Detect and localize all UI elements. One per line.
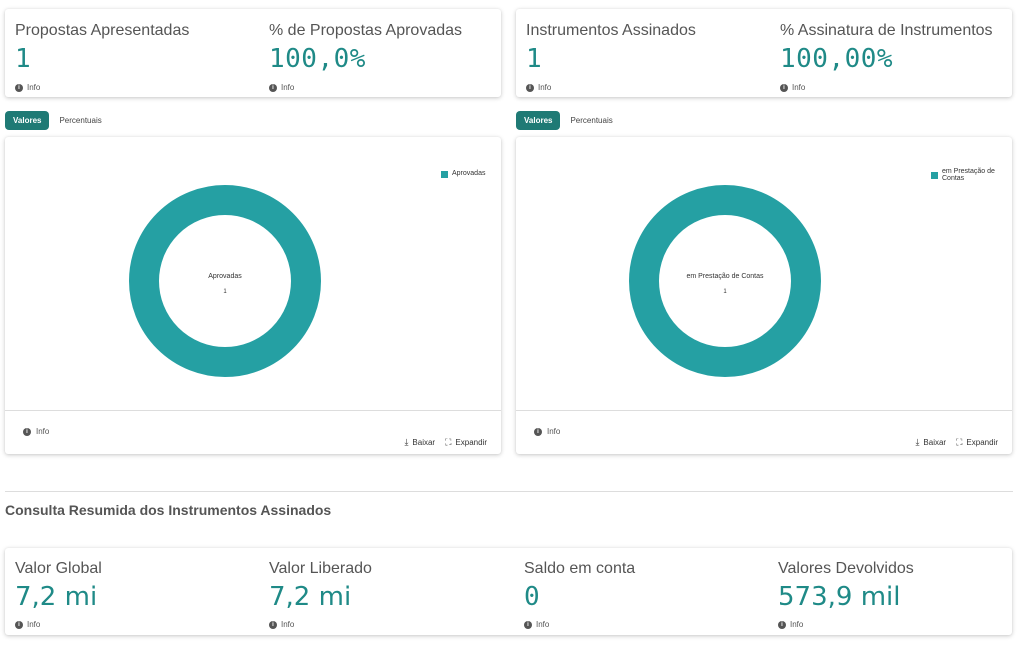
download-button[interactable]: ⤓ Baixar <box>915 437 946 448</box>
info-link[interactable]: i Info <box>269 620 294 629</box>
chart-actions: ⤓ Baixar ⛶ Expandir <box>915 437 998 448</box>
info-link[interactable]: i Info <box>780 83 805 92</box>
kpi-card-valores: Valor Global 7,2 mi i Info Valor Liberad… <box>5 548 1012 635</box>
info-label: Info <box>547 427 561 436</box>
tab-valores[interactable]: Valores <box>5 111 50 130</box>
info-link[interactable]: i Info <box>15 620 40 629</box>
chart-legend[interactable]: em Prestação de Contas <box>931 168 995 182</box>
expand-button[interactable]: ⛶ Expandir <box>445 437 487 448</box>
kpi-value: 7,2 mi <box>269 582 352 612</box>
info-link[interactable]: i Info <box>23 427 49 436</box>
kpi-title: % de Propostas Aprovadas <box>269 22 463 39</box>
info-icon: i <box>269 83 277 92</box>
info-icon: i <box>23 427 31 436</box>
kpi-propostas-apresentadas: Propostas Apresentadas 1 <box>15 22 189 74</box>
info-label: Info <box>36 427 50 436</box>
kpi-title: % Assinatura de Instrumentos <box>780 22 993 39</box>
info-label: Info <box>27 83 41 92</box>
legend-swatch <box>931 172 938 179</box>
kpi-value: 573,9 mil <box>778 582 901 612</box>
kpi-title: Valores Devolvidos <box>778 560 914 577</box>
donut-center-value: 1 <box>223 289 227 295</box>
info-icon: i <box>524 620 532 629</box>
chart-card-prestacao: em Prestação de Contas em Prestação de C… <box>516 137 1012 454</box>
kpi-value: 1 <box>526 44 543 74</box>
info-link[interactable]: i Info <box>524 620 549 629</box>
download-icon: ⤓ <box>915 437 920 447</box>
kpi-valor-global: Valor Global 7,2 mi <box>15 560 102 612</box>
kpi-value: 100,0% <box>269 44 366 74</box>
kpi-valor-liberado: Valor Liberado 7,2 mi <box>269 560 372 612</box>
info-link[interactable]: i Info <box>269 83 294 92</box>
donut-chart-prestacao: em Prestação de Contas 1 <box>629 185 821 377</box>
info-label: Info <box>536 620 550 629</box>
section-divider <box>5 491 1013 492</box>
section-title: Consulta Resumida dos Instrumentos Assin… <box>5 502 332 518</box>
expand-icon: ⛶ <box>956 437 963 447</box>
download-label: Baixar <box>412 438 436 447</box>
kpi-value: 0 <box>524 582 541 612</box>
info-icon: i <box>269 620 277 629</box>
donut-slice-prestacao[interactable] <box>629 185 821 377</box>
info-link[interactable]: i Info <box>15 83 40 92</box>
donut-center-label: Aprovadas <box>208 273 242 280</box>
download-icon: ⤓ <box>404 437 409 447</box>
download-button[interactable]: ⤓ Baixar <box>404 437 435 448</box>
right-chart-tabs: Valores Percentuais <box>516 111 621 130</box>
kpi-card-propostas: Propostas Apresentadas 1 i Info % de Pro… <box>5 9 501 97</box>
legend-swatch <box>441 171 448 178</box>
info-icon: i <box>15 620 23 629</box>
legend-label: em Prestação de Contas <box>942 168 995 182</box>
expand-button[interactable]: ⛶ Expandir <box>956 437 998 448</box>
tab-percentuais[interactable]: Percentuais <box>570 116 613 125</box>
chart-card-aprovadas: Aprovadas Aprovadas 1 i Info ⤓ Baixar ⛶ … <box>5 137 501 454</box>
kpi-value: 1 <box>15 44 32 74</box>
expand-label: Expandir <box>966 438 998 447</box>
chart-footer-divider <box>5 410 501 411</box>
info-label: Info <box>281 83 295 92</box>
info-label: Info <box>792 83 806 92</box>
kpi-value: 7,2 mi <box>15 582 98 612</box>
info-icon: i <box>15 83 23 92</box>
kpi-valores-devolvidos: Valores Devolvidos 573,9 mil <box>778 560 914 612</box>
info-label: Info <box>281 620 295 629</box>
info-icon: i <box>534 427 542 436</box>
expand-icon: ⛶ <box>445 437 452 447</box>
info-label: Info <box>27 620 41 629</box>
info-link[interactable]: i Info <box>526 83 551 92</box>
left-chart-tabs: Valores Percentuais <box>5 111 110 130</box>
donut-chart-aprovadas: Aprovadas 1 <box>129 185 321 377</box>
info-link[interactable]: i Info <box>534 427 560 436</box>
kpi-card-instrumentos: Instrumentos Assinados 1 i Info % Assina… <box>516 9 1012 97</box>
kpi-value: 100,00% <box>780 44 894 74</box>
download-label: Baixar <box>923 438 947 447</box>
info-label: Info <box>790 620 804 629</box>
donut-slice-aprovadas[interactable] <box>129 185 321 377</box>
kpi-percent-assinatura: % Assinatura de Instrumentos 100,00% <box>780 22 993 74</box>
info-link[interactable]: i Info <box>778 620 803 629</box>
legend-label: Aprovadas <box>452 170 486 177</box>
kpi-title: Saldo em conta <box>524 560 636 577</box>
info-icon: i <box>780 83 788 92</box>
kpi-saldo-em-conta: Saldo em conta 0 <box>524 560 635 612</box>
kpi-title: Valor Global <box>15 560 102 577</box>
donut-center-label: em Prestação de Contas <box>686 273 764 280</box>
tab-valores[interactable]: Valores <box>516 111 561 130</box>
kpi-title: Propostas Apresentadas <box>15 22 190 39</box>
kpi-title: Valor Liberado <box>269 560 372 577</box>
info-icon: i <box>526 83 534 92</box>
info-icon: i <box>778 620 786 629</box>
donut-center-value: 1 <box>723 289 727 295</box>
chart-actions: ⤓ Baixar ⛶ Expandir <box>404 437 487 448</box>
chart-legend[interactable]: Aprovadas <box>441 170 485 178</box>
kpi-percent-propostas-aprovadas: % de Propostas Aprovadas 100,0% <box>269 22 462 74</box>
kpi-instrumentos-assinados: Instrumentos Assinados 1 <box>526 22 696 74</box>
tab-percentuais[interactable]: Percentuais <box>59 116 102 125</box>
chart-footer-divider <box>516 410 1012 411</box>
expand-label: Expandir <box>455 438 487 447</box>
info-label: Info <box>538 83 552 92</box>
kpi-title: Instrumentos Assinados <box>526 22 696 39</box>
